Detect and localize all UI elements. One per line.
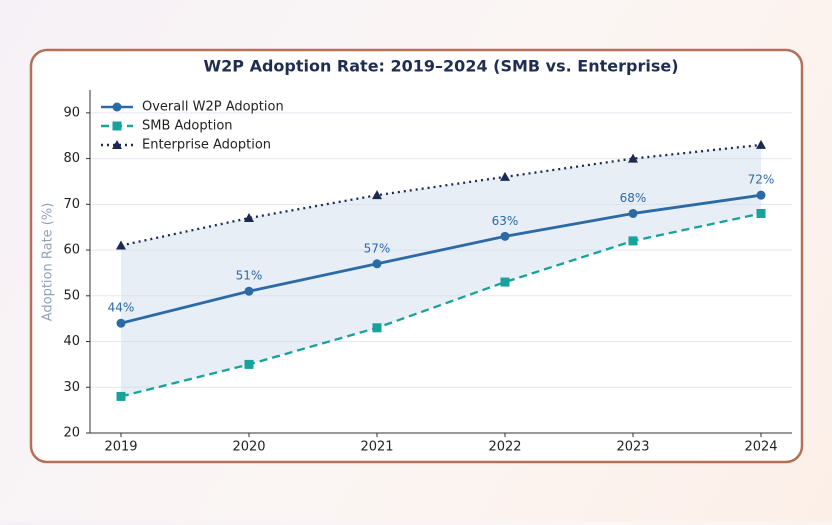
legend-marker — [112, 121, 122, 131]
data-label: 63% — [492, 214, 519, 228]
x-tick-label: 2020 — [232, 440, 265, 455]
plot: 20 30 40 50 60 70 80 90 2019 2020 2021 2022 2023 2024… — [63, 90, 792, 455]
y-tick-label: 90 — [63, 105, 80, 120]
point — [116, 391, 126, 401]
y-tick-label: 20 — [63, 426, 80, 441]
point — [628, 208, 638, 218]
x-tick-label: 2021 — [360, 440, 393, 455]
range-band — [121, 144, 761, 397]
point — [756, 139, 766, 149]
x-tick-label: 2024 — [744, 440, 777, 455]
y-axis-label: Adoption Rate (%) — [41, 203, 56, 322]
data-label: 72% — [748, 173, 775, 187]
series-line — [120, 193, 762, 325]
y-tick-label: 80 — [63, 151, 80, 166]
y-tick-label: 30 — [63, 380, 80, 395]
legend-label: SMB Adoption — [142, 119, 233, 134]
chart-title: W2P Adoption Rate: 2019–2024 (SMB vs. En… — [203, 57, 678, 76]
point — [244, 286, 254, 296]
point — [500, 231, 510, 241]
legend-label: Overall W2P Adoption — [142, 100, 284, 115]
data-label: 44% — [108, 301, 135, 315]
series-line — [120, 212, 762, 398]
point — [116, 240, 126, 250]
x-tick-label: 2019 — [104, 440, 137, 455]
y-tick-label: 60 — [63, 243, 80, 258]
point — [628, 153, 638, 163]
point — [756, 190, 766, 200]
point — [372, 190, 382, 200]
series-line — [120, 143, 762, 247]
point — [116, 318, 126, 328]
legend-label: Enterprise Adoption — [142, 138, 271, 153]
x-tick-label: 2023 — [616, 440, 649, 455]
y-tick-label: 70 — [63, 197, 80, 212]
point — [628, 236, 638, 246]
point — [756, 208, 766, 218]
data-label: 51% — [236, 269, 263, 283]
point — [244, 213, 254, 223]
y-tick-label: 40 — [63, 334, 80, 349]
data-label: 57% — [364, 241, 391, 255]
point — [244, 359, 254, 369]
y-tick-label: 50 — [63, 288, 80, 303]
point — [372, 259, 382, 269]
point — [372, 323, 382, 333]
point — [500, 171, 510, 181]
point — [500, 277, 510, 287]
x-tick-label: 2022 — [488, 440, 521, 455]
legend-marker — [112, 102, 122, 112]
legend-marker — [112, 140, 122, 149]
data-label: 68% — [620, 191, 647, 205]
